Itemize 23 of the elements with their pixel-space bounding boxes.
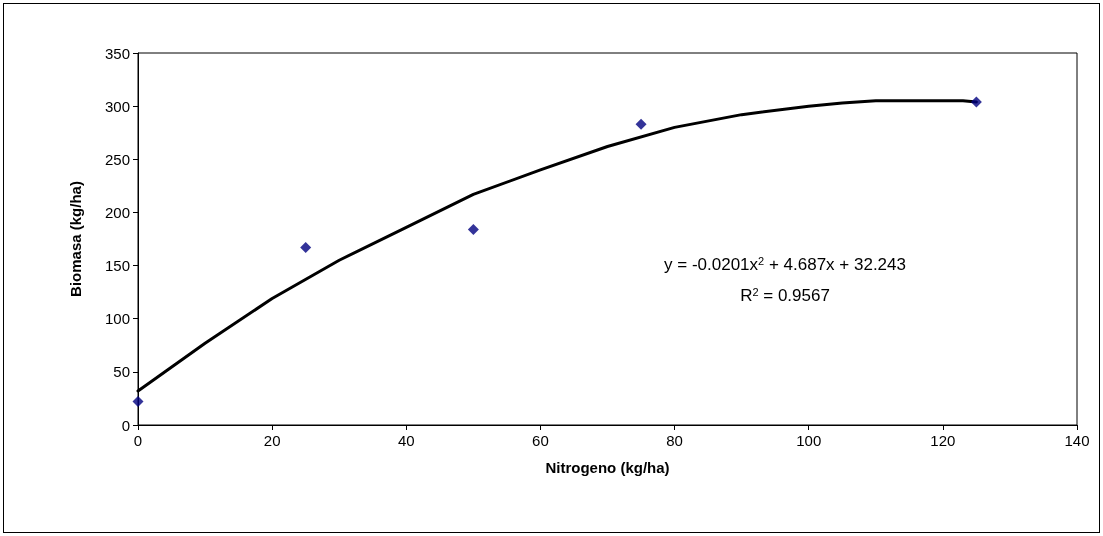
x-tick-label: 20: [263, 432, 281, 449]
y-tick-label: 300: [104, 97, 130, 115]
x-tick-label: 140: [1064, 432, 1090, 449]
y-tick-label: 0: [121, 416, 130, 434]
y-tick-label: 250: [104, 150, 130, 168]
y-axis-title: Biomasa (kg/ha): [67, 181, 84, 297]
y-tick-label: 50: [113, 363, 130, 381]
point: [635, 118, 647, 130]
x-tick-label: 120: [930, 432, 956, 449]
x-tick-label: 40: [397, 432, 415, 449]
x-tick-label: 80: [666, 432, 683, 449]
point: [467, 223, 479, 235]
x-tick-label: 100: [796, 432, 822, 449]
y-tick-label: 350: [104, 44, 130, 62]
y-tick-label: 100: [104, 310, 130, 328]
x-tick-label: 0: [133, 432, 143, 449]
y-tick-label: 200: [104, 203, 130, 221]
point: [970, 96, 982, 108]
y-tick-label: 150: [104, 257, 130, 275]
point: [300, 242, 312, 253]
x-tick-label: 60: [532, 432, 549, 449]
x-axis-title: Nitrogeno (kg/ha): [545, 459, 670, 476]
point: [132, 396, 144, 408]
